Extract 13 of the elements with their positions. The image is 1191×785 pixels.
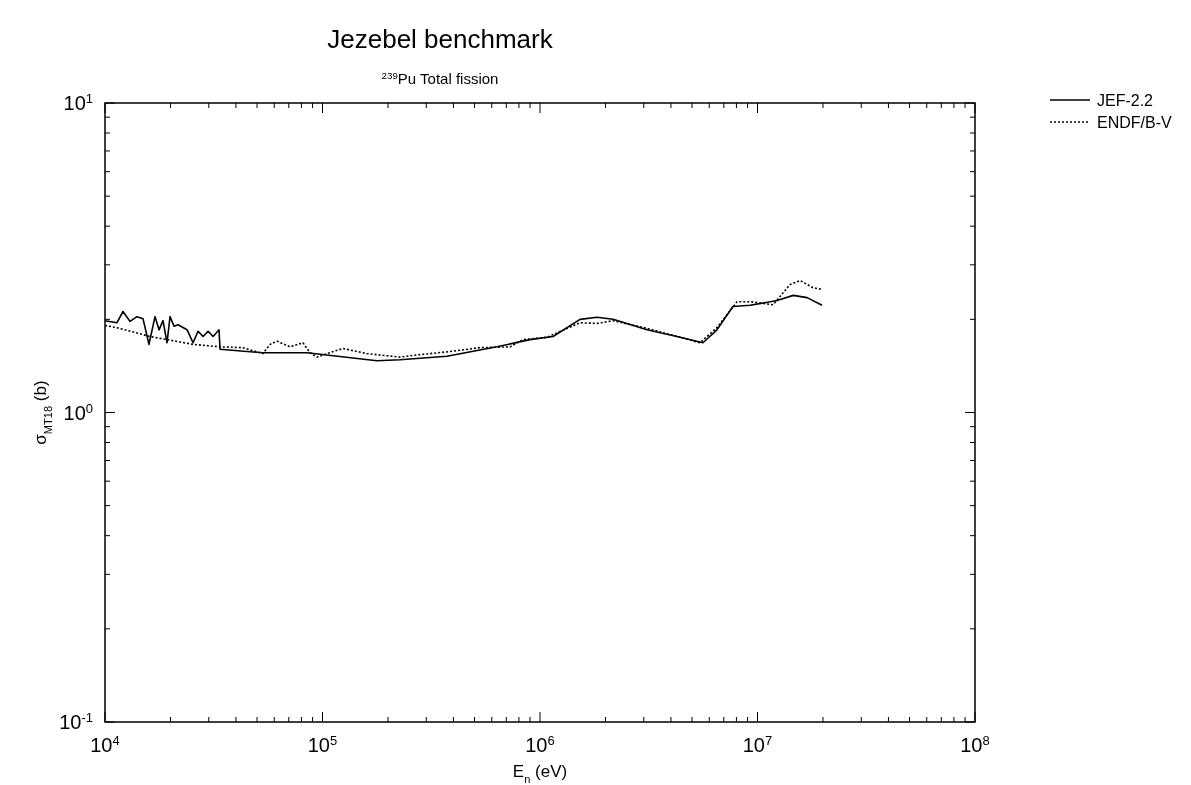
legend-label: ENDF/B-V: [1097, 114, 1172, 131]
chart-subtitle: $^{239}$Pu Total fission: [381, 69, 499, 87]
x-tick-label: 10$^{6}$: [525, 732, 555, 756]
x-tick-label: 10$^{4}$: [90, 732, 120, 756]
legend-label: JEF-2.2: [1097, 92, 1154, 109]
chart-title: Jezebel benchmark: [327, 24, 554, 54]
y-tick-label: 10$^{1}$: [63, 90, 93, 114]
x-axis-title: E$_{n}$ (eV): [512, 762, 568, 785]
x-tick-label: 10$^{7}$: [742, 732, 773, 756]
x-tick-label: 10$^{5}$: [307, 732, 338, 756]
y-tick-label: 10$^{0}$: [63, 400, 93, 424]
y-tick-label: 10$^{-1}$: [59, 709, 93, 733]
x-tick-label: 10$^{8}$: [960, 732, 990, 756]
